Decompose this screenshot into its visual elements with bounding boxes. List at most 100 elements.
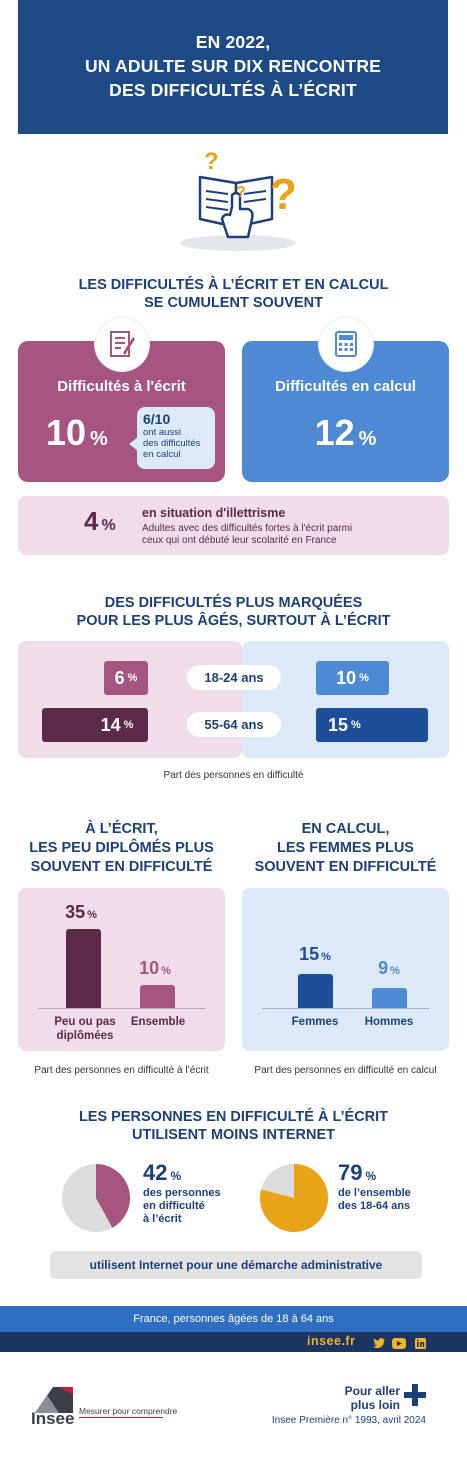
gender-bar-2 [372, 988, 407, 1008]
calc-value-unit: % [358, 428, 377, 450]
section3-left-title: À L’ÉCRIT, LES PEU DIPLÔMÉS PLUS SOUVENT… [18, 820, 225, 877]
bubble-line-1: ont aussi [143, 427, 182, 438]
calc-55-64-unit: % [351, 719, 361, 731]
twitter-icon[interactable] [373, 1336, 385, 1354]
section4-title-line-1: LES PERSONNES EN DIFFICULTÉ À L’ÉCRIT [78, 1109, 389, 1125]
diploma-2-number: 10 [139, 958, 160, 978]
gender-1-number: 15 [299, 944, 320, 964]
pie-all-value: 79% [338, 1160, 376, 1186]
svg-text:?: ? [270, 170, 297, 219]
calculator-icon [320, 318, 372, 370]
gender-bar-2-label: Hommes [364, 1016, 414, 1028]
pie-writing-line-1: des personnes [143, 1187, 221, 1199]
gender-panel: 15% 9% Femmes Hommes [242, 888, 449, 1051]
writing-bar-55-64: 14% [42, 708, 148, 742]
gender-bar-1-value: 15% [290, 944, 340, 965]
document-pen-icon [96, 318, 148, 370]
writing-value-number: 10 [46, 412, 87, 453]
pie-writing [62, 1164, 130, 1232]
writing-card-value: 10% [46, 413, 108, 459]
illiteracy-value: 4% [84, 506, 116, 537]
calc-card-label: Difficultés en calcul [275, 378, 416, 395]
gender-bar-1 [298, 974, 333, 1008]
pie-writing-caption: des personnes en difficulté à l’écrit [143, 1187, 221, 1226]
writing-bar-18-24: 6% [104, 661, 148, 695]
writing-18-24-unit: % [127, 672, 138, 684]
bubble-value: 6/10 [143, 411, 171, 427]
writing-55-64-value: 14 [100, 714, 121, 735]
illiteracy-description: Adultes avec des difficultés fortes à l'… [142, 523, 352, 547]
diploma-1-number: 35 [65, 902, 86, 922]
illiteracy-unit: % [101, 517, 116, 534]
pie-all-line-1: de l’ensemble [338, 1187, 411, 1199]
scope-band: France, personnes âgées de 18 à 64 ans [0, 1306, 467, 1332]
section1-title-line-2: SE CUMULENT SOUVENT [144, 295, 323, 311]
gender-2-unit: % [390, 965, 400, 977]
pie-all-caption: de l’ensemble des 18-64 ans [338, 1187, 411, 1213]
section1-title: LES DIFFICULTÉS À L’ÉCRIT ET EN CALCUL S… [0, 276, 467, 312]
pie-all-line-2: des 18-64 ans [338, 1200, 411, 1212]
svg-text:?: ? [236, 184, 246, 201]
illiteracy-number: 4 [84, 506, 99, 536]
diploma-1-label-line-2: diplômées [56, 1030, 114, 1042]
linkedin-icon[interactable] [415, 1336, 426, 1354]
diploma-bar-1-label: Peu ou pas diplômées [40, 1015, 130, 1043]
header-line-3: DES DIFFICULTÉS À L’ÉCRIT [109, 80, 357, 100]
illiteracy-title: en situation d'illettrisme [142, 506, 286, 520]
pie-writing-line-2: en difficulté [143, 1200, 205, 1212]
section3-right-title: EN CALCUL, LES FEMMES PLUS SOUVENT EN DI… [242, 820, 449, 877]
diploma-1-unit: % [87, 909, 97, 921]
illiteracy-box: 4% en situation d'illettrisme Adultes av… [18, 496, 449, 555]
diploma-bar-1 [66, 929, 101, 1008]
section3-right-title-line-1: EN CALCUL, [301, 821, 390, 837]
section3-left-note: Part des personnes en difficulté à l’écr… [34, 1065, 209, 1076]
calc-bar-18-24: 10% [316, 661, 389, 695]
calc-18-24-value: 10 [336, 667, 357, 688]
tagline-underline [79, 1417, 163, 1418]
youtube-icon[interactable] [392, 1336, 406, 1354]
site-band: insee.fr [0, 1332, 467, 1352]
pie-writing-line-3: à l’écrit [143, 1213, 182, 1225]
header-line-2: UN ADULTE SUR DIX RENCONTRE [84, 56, 382, 76]
section3-right-note: Part des personnes en difficulté en calc… [254, 1065, 437, 1076]
pie-all [260, 1164, 328, 1232]
pie-all-unit: % [365, 1169, 377, 1183]
illiteracy-line-1: Adultes avec des difficultés fortes à l'… [142, 523, 353, 534]
insee-logo-mark [35, 1387, 73, 1413]
section2-note: Part des personnes en difficulté [163, 770, 304, 781]
section1-title-line-1: LES DIFFICULTÉS À L’ÉCRIT ET EN CALCUL [78, 277, 389, 293]
plus-icon[interactable] [404, 1384, 426, 1411]
calc-bar-55-64: 15% [316, 708, 428, 742]
bubble-line-2: des difficultés [143, 438, 201, 449]
internet-usage-banner: utilisent Internet pour une démarche adm… [50, 1251, 422, 1279]
writing-55-64-unit: % [123, 719, 134, 731]
pie-all-number: 79 [338, 1160, 363, 1185]
calc-value-number: 12 [314, 412, 355, 453]
insee-logo: Insee Mesurer pour comprendre [31, 1385, 177, 1428]
gender-baseline [262, 1008, 429, 1009]
section4-title: LES PERSONNES EN DIFFICULTÉ À L’ÉCRIT UT… [0, 1108, 467, 1144]
section3-right-title-line-2: LES FEMMES PLUS [277, 840, 414, 856]
more-info-line-2: plus loin [350, 1398, 400, 1412]
diploma-2-unit: % [161, 965, 171, 977]
pie-writing-value: 42% [143, 1160, 181, 1186]
age-pill-18-24: 18-24 ans [187, 665, 281, 690]
pie-writing-number: 42 [143, 1160, 168, 1185]
insee-brand: Insee [31, 1409, 75, 1428]
diploma-bar-1-value: 35% [56, 902, 106, 923]
section2-title-line-1: DES DIFFICULTÉS PLUS MARQUÉES [104, 595, 363, 611]
gender-1-unit: % [321, 951, 331, 963]
insee-tagline: Mesurer pour comprendre [79, 1406, 178, 1416]
diploma-panel: 35% 10% Peu ou pas diplômées Ensemble [18, 888, 225, 1051]
site-link[interactable]: insee.fr [307, 1334, 356, 1348]
diploma-1-label-line-1: Peu ou pas [54, 1016, 116, 1028]
writing-overlap-bubble: 6/10 ont aussi des difficultés en calcul [137, 407, 215, 469]
more-info-label[interactable]: Pour aller plus loin [336, 1384, 400, 1412]
publication-reference: Insee Première n° 1993, avril 2024 [271, 1415, 426, 1426]
writing-value-unit: % [90, 428, 108, 450]
section4-title-line-2: UTILISENT MOINS INTERNET [132, 1127, 335, 1143]
calc-18-24-unit: % [359, 672, 369, 684]
more-info-line-1: Pour aller [344, 1384, 400, 1398]
section2-title-line-2: POUR LES PLUS ÂGÉS, SURTOUT À L’ÉCRIT [76, 613, 391, 629]
svg-text:?: ? [204, 148, 219, 175]
